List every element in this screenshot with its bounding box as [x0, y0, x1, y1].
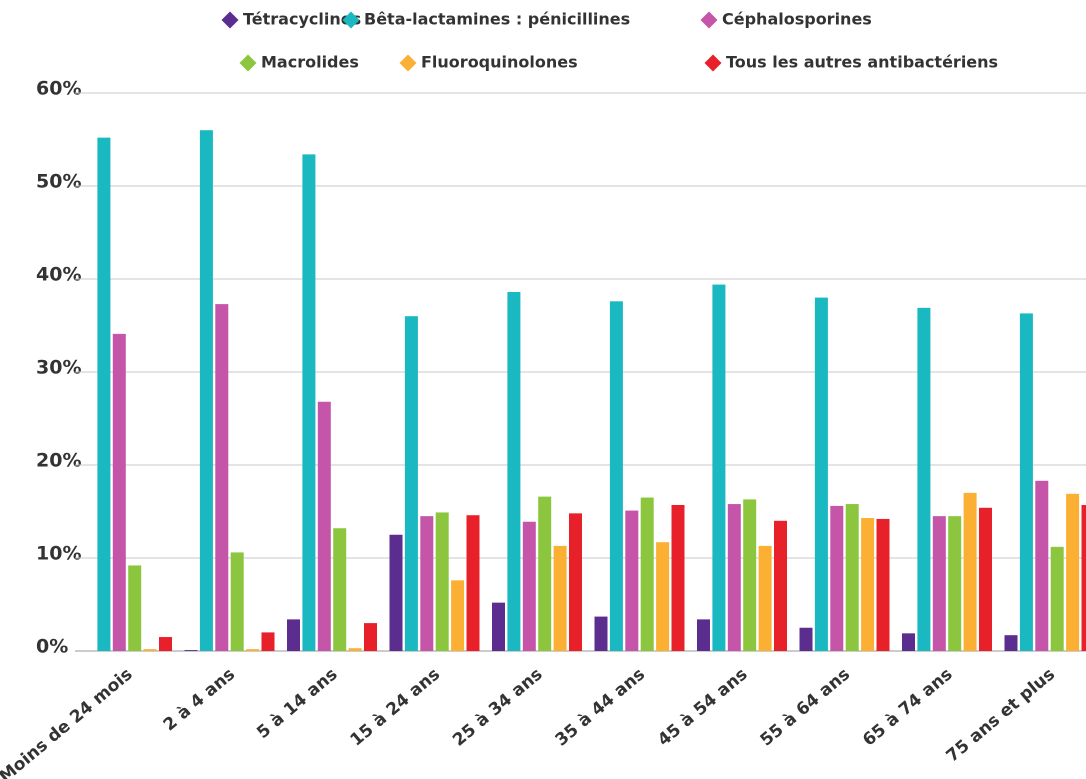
bar — [640, 497, 654, 651]
bar — [727, 504, 741, 651]
y-tick-label: 20% — [36, 450, 81, 472]
bar — [507, 292, 521, 651]
bar — [451, 580, 465, 651]
x-tick-label: 5 à 14 ans — [253, 664, 341, 743]
bar — [656, 542, 670, 651]
x-tick-label: 15 à 24 ans — [347, 664, 444, 750]
bar — [317, 401, 331, 651]
bar — [199, 130, 213, 651]
bar — [594, 616, 608, 651]
bar — [553, 545, 567, 651]
bar — [1035, 480, 1049, 651]
x-tick-label: 2 à 4 ans — [160, 664, 239, 735]
bar — [184, 650, 198, 651]
y-tick-label: 40% — [36, 264, 81, 286]
bar — [143, 649, 157, 651]
bar — [215, 304, 229, 651]
x-tick-label: 75 ans et plus — [943, 664, 1059, 766]
y-tick-label: 50% — [36, 171, 81, 193]
bar — [1081, 504, 1086, 651]
bar — [979, 507, 992, 651]
x-tick-label: Moins de 24 mois — [0, 664, 136, 779]
bar — [569, 513, 582, 651]
bar — [302, 154, 316, 651]
bar — [932, 516, 946, 651]
x-tick-label: 25 à 34 ans — [449, 664, 546, 750]
bar — [876, 518, 890, 651]
bar — [609, 301, 623, 651]
bar — [743, 499, 757, 651]
y-tick-label: 10% — [36, 543, 81, 565]
legend-marker — [700, 11, 718, 29]
bar — [522, 521, 536, 651]
legend-marker — [221, 11, 239, 29]
legend-label: Macrolides — [261, 53, 359, 72]
bar — [861, 518, 875, 651]
bar — [712, 284, 726, 651]
bar — [364, 623, 377, 651]
legend-label: Céphalosporines — [722, 10, 872, 29]
y-tick-label: 30% — [36, 357, 81, 379]
legend-marker — [399, 54, 417, 72]
bar — [333, 528, 347, 651]
bar — [466, 515, 480, 651]
x-tick-label: 45 à 54 ans — [654, 664, 751, 750]
bar — [492, 602, 505, 651]
bar — [671, 504, 685, 651]
bar — [348, 648, 362, 651]
bar — [246, 649, 260, 651]
y-tick-label: 60% — [36, 78, 81, 100]
legend-marker — [704, 54, 722, 72]
bar — [1004, 635, 1018, 651]
bar — [404, 316, 418, 651]
bar — [538, 496, 552, 651]
bar — [814, 297, 828, 651]
bar — [1066, 493, 1080, 651]
bar — [1050, 546, 1064, 651]
bar — [697, 619, 710, 651]
legend-marker — [239, 54, 257, 72]
bar — [963, 492, 977, 651]
bar — [830, 505, 844, 651]
legend-label: Fluoroquinolones — [421, 53, 578, 72]
bar — [128, 565, 142, 651]
bar — [758, 545, 772, 651]
bar — [625, 510, 639, 651]
bar — [389, 534, 403, 651]
bar — [902, 633, 915, 651]
bar — [287, 619, 300, 651]
bar — [112, 333, 126, 651]
x-tick-label: 35 à 44 ans — [552, 664, 649, 750]
bar — [799, 627, 813, 651]
bar — [420, 516, 434, 651]
bar — [1019, 313, 1033, 651]
bar — [261, 632, 275, 651]
bar — [774, 520, 787, 651]
y-tick-label: 0% — [36, 636, 68, 658]
bar — [97, 137, 111, 651]
bar — [917, 307, 931, 651]
legend-label: Bêta-lactamines : pénicillines — [364, 10, 630, 29]
bar — [230, 552, 244, 651]
bar — [159, 637, 172, 651]
bar — [948, 516, 962, 651]
x-tick-label: 55 à 64 ans — [757, 664, 854, 750]
legend-label: Tétracyclines — [243, 10, 361, 29]
x-tick-label: 65 à 74 ans — [859, 664, 956, 750]
bar — [435, 512, 449, 651]
bar — [845, 504, 859, 651]
legend-label: Tous les autres antibactériens — [726, 53, 998, 72]
